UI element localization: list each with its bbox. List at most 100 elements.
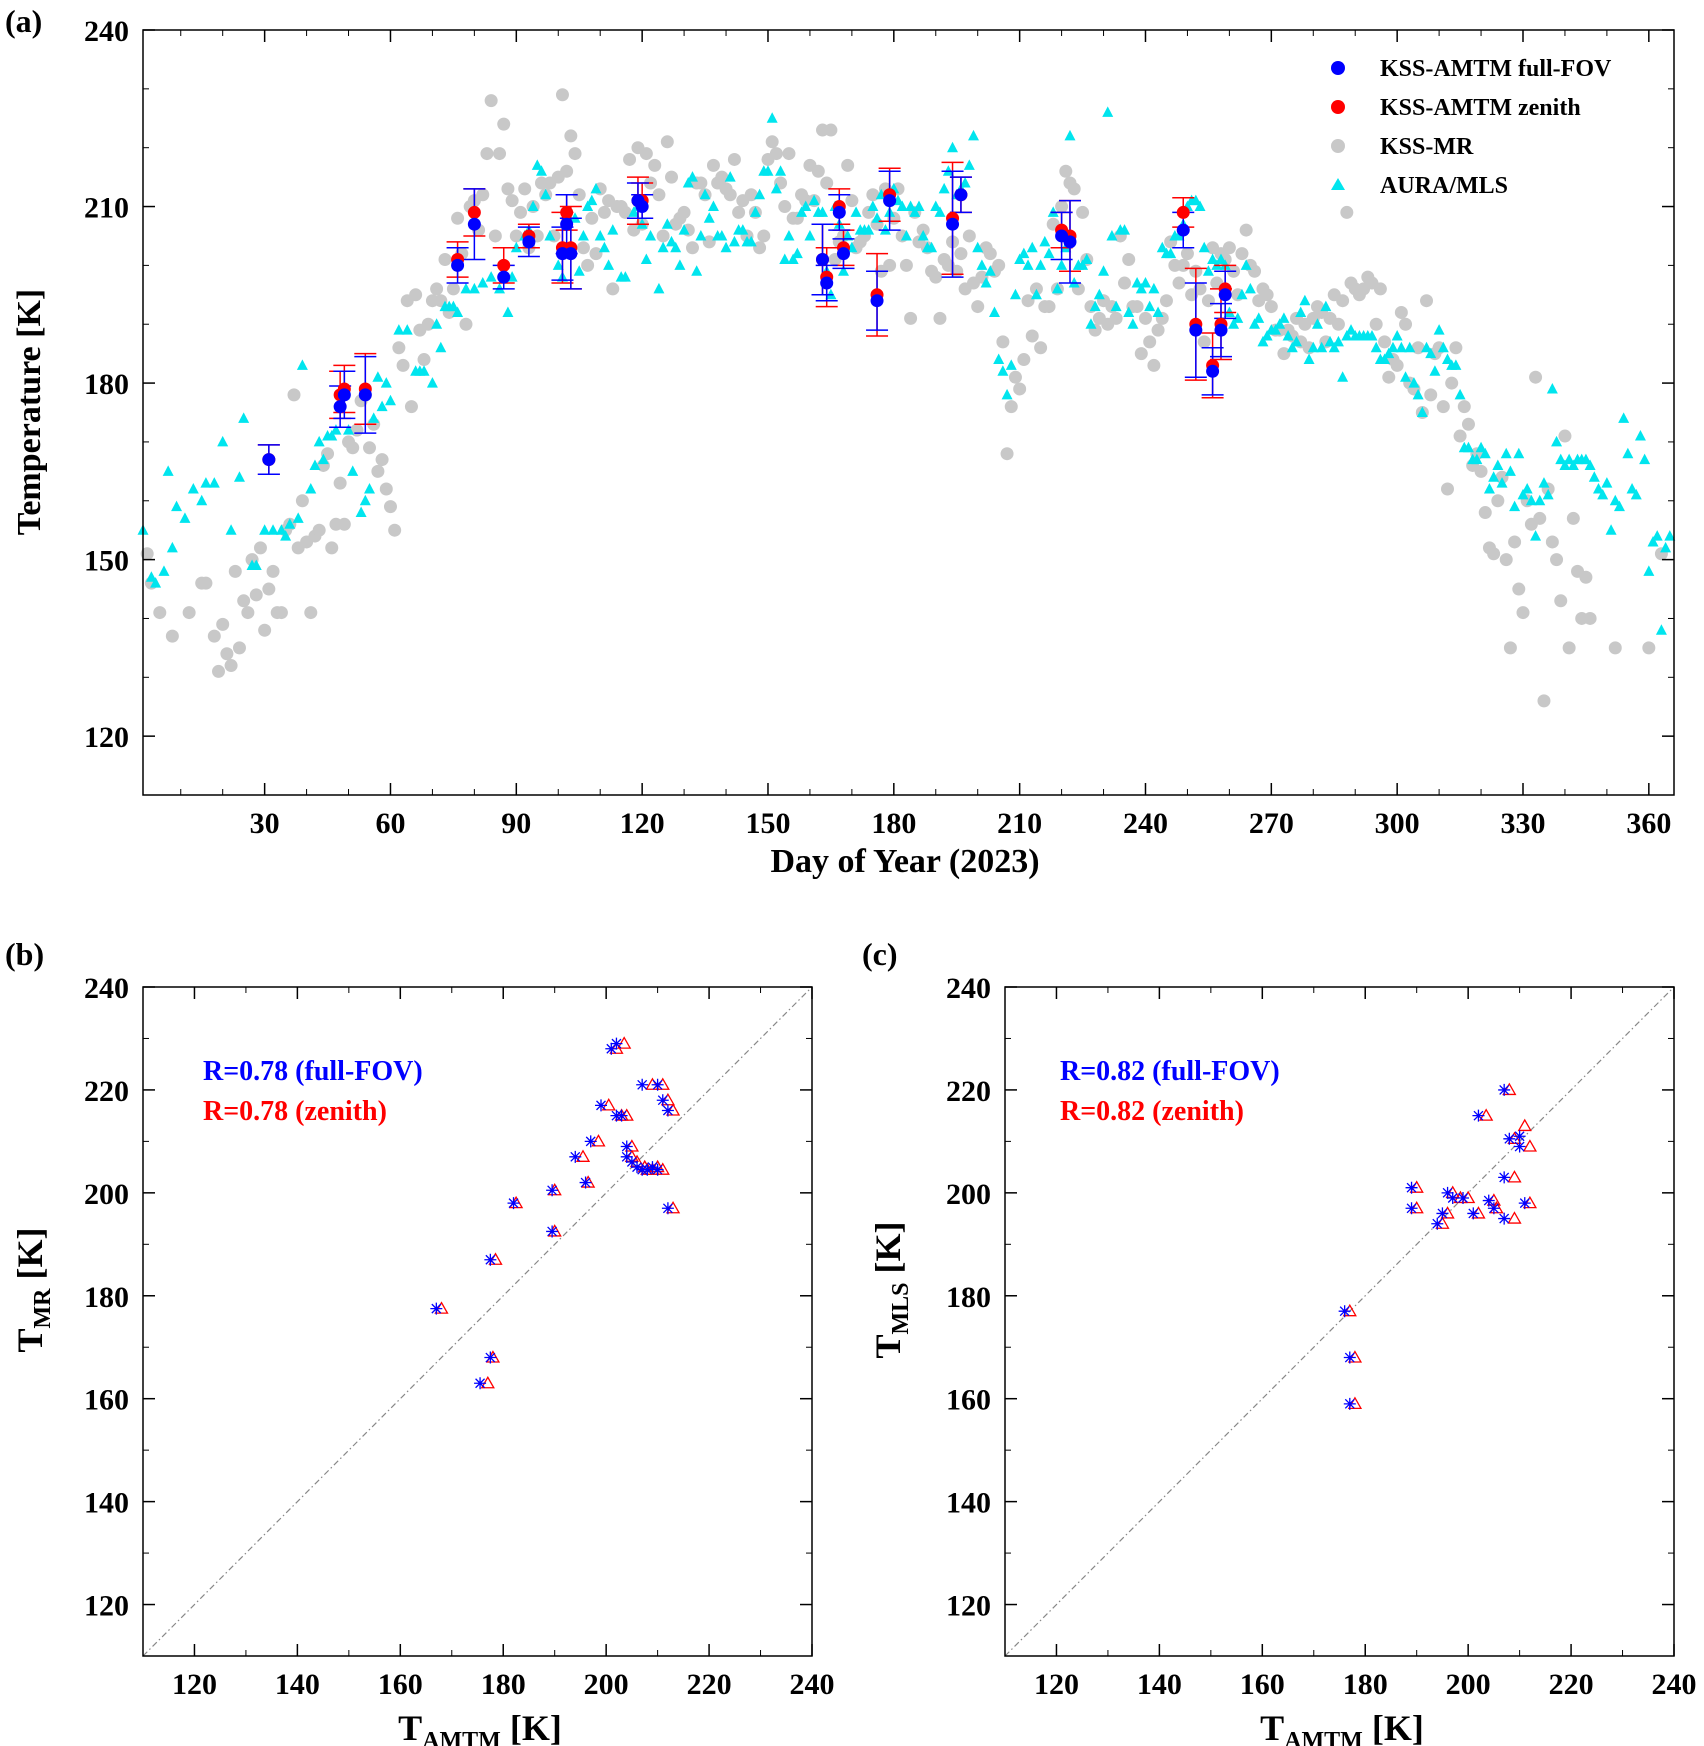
mr-point [560,164,574,178]
mr-point [1424,388,1438,402]
mr-point [1642,641,1656,655]
b-fov-marker [484,1253,497,1266]
mr-point [841,158,855,172]
mr-point [383,500,397,514]
mls-point [1601,477,1613,488]
c-fov-marker [1338,1305,1351,1318]
mls-point [431,318,443,329]
mr-point [1512,582,1526,596]
mr-point [656,229,670,243]
b-fov-marker [625,1155,638,1168]
c-fov-marker [1513,1140,1526,1153]
mls-point [728,235,740,247]
mr-point [572,188,586,202]
mls-point [238,412,250,423]
mls-point [460,282,472,294]
mls-point [1634,430,1646,441]
mls-point [1102,106,1114,117]
b-zenith-marker [645,1162,660,1175]
c-zenith-marker [1342,1303,1357,1317]
mr-point [363,441,377,455]
mls-point [544,229,556,241]
legend-marker-zenith [1331,100,1345,114]
mls-point [1320,300,1332,312]
mls-point [770,182,782,194]
mls-point [1639,453,1651,465]
mls-point [783,229,795,241]
c-xtick-label: 240 [1652,1668,1697,1701]
mls-point [217,435,229,447]
c-zenith-marker [1471,1206,1486,1219]
a-xtick-label: 180 [871,807,916,840]
mls-point [934,206,946,217]
mls-point [1286,341,1298,353]
fov-point [635,200,649,214]
mr-point [514,205,528,219]
mls-point [313,435,325,447]
mr-point [1021,294,1035,308]
b-fov-marker [661,1104,674,1117]
c-fov-marker [1518,1197,1531,1210]
mr-point [216,617,230,631]
mls-point [1194,200,1206,212]
mls-point [1001,388,1013,400]
mr-point [866,188,880,202]
c-fov-marker [1405,1202,1418,1215]
mls-point [917,229,929,241]
fov-point [883,194,897,208]
mls-point [703,212,715,223]
mr-point [845,194,859,208]
mls-point [179,512,191,523]
mls-point [1131,277,1143,288]
mls-point [972,241,984,253]
a-ytick-label: 180 [84,368,129,401]
mls-point [1412,388,1424,400]
b-zenith-marker [665,1103,681,1116]
mr-point [555,88,569,102]
fov-point [1063,235,1077,249]
c-zenith-marker [1440,1206,1455,1219]
panel-c-frame [1004,986,1675,1657]
mr-point [757,229,771,243]
mr-point [224,659,238,673]
mls-point [976,259,988,270]
mls-point [1551,435,1563,447]
mr-point [153,606,167,620]
mls-point [1383,347,1395,359]
fov-point [870,294,884,308]
c-fov-marker [1482,1194,1495,1207]
panel-c-ylabel: TMLS [K] [868,1221,914,1358]
mls-point [145,571,157,582]
b-xtick-label: 160 [378,1668,423,1701]
c-xtick-label: 120 [1034,1668,1079,1701]
a-xtick-label: 150 [745,807,790,840]
mls-point [447,300,459,312]
b-fov-marker [584,1135,597,1148]
mr-point [744,188,758,202]
mls-point [259,524,271,535]
b-zenith-marker [480,1375,495,1389]
a-xtick-label: 330 [1500,807,1545,840]
mr-point [232,641,246,655]
mr-point [606,282,620,296]
mls-point [1647,535,1659,547]
mls-point [720,241,732,253]
mls-point [1270,324,1282,335]
mr-point [451,211,465,225]
mls-point [1567,459,1579,470]
mr-point [929,270,943,284]
mr-point [1059,164,1073,178]
mls-point [347,465,359,476]
mr-point [623,152,637,166]
mls-point [1609,494,1621,506]
mls-point [1530,530,1542,541]
mls-point [330,424,342,435]
mls-point [1542,488,1554,500]
mls-point [749,206,761,217]
mr-point [983,247,997,261]
mls-point [993,353,1005,365]
mls-point [787,253,799,264]
mls-point [871,212,883,223]
mr-point [1537,694,1551,708]
mr-point [409,288,423,302]
